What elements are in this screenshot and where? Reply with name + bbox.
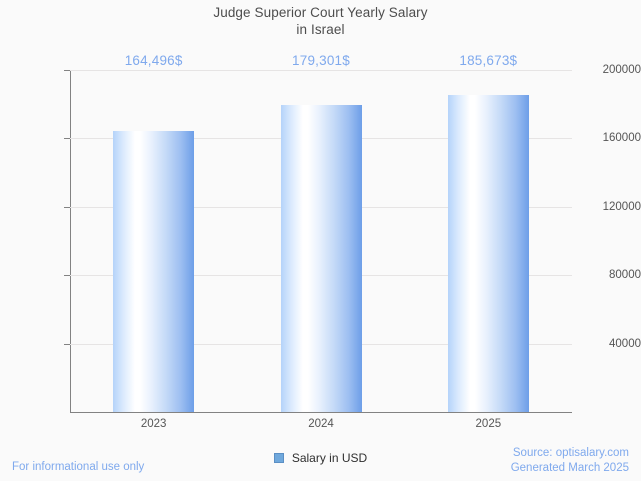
y-axis-tick-mark: [64, 275, 70, 277]
chart-title-line1: Judge Superior Court Yearly Salary: [213, 5, 428, 20]
chart-title: Judge Superior Court Yearly Salary in Is…: [0, 4, 641, 38]
source-text: Source: optisalary.com: [512, 447, 629, 459]
x-axis-tick-label: 2024: [308, 418, 334, 430]
source-attribution: Source: optisalary.com Generated March 2…: [511, 446, 629, 476]
chart-subtitle: in Israel: [296, 22, 345, 37]
y-axis-tick-label: 160000: [602, 132, 641, 145]
x-axis-tick-label: 2023: [140, 418, 167, 430]
x-axis-tick-label: 2025: [475, 418, 502, 430]
chart-legend: Salary in USD: [0, 451, 641, 465]
bar[interactable]: [280, 105, 362, 412]
bar-value-label: 179,301$: [292, 53, 350, 68]
bar-value-label: 185,673$: [459, 53, 518, 68]
generated-text: Generated March 2025: [510, 462, 629, 474]
plot-area: [70, 70, 572, 412]
y-axis-tick-mark: [64, 206, 70, 208]
y-axis-tick-label: 200000: [602, 64, 641, 76]
bar[interactable]: [113, 130, 195, 412]
legend-swatch-icon: [273, 453, 284, 463]
bar[interactable]: [447, 94, 529, 412]
gridline: [70, 70, 572, 71]
y-axis-tick-label: 120000: [602, 200, 641, 213]
y-axis-tick-mark: [64, 343, 70, 345]
y-axis-tick-label: 40000: [609, 337, 641, 350]
x-axis-line: [70, 412, 572, 413]
y-axis-tick-label: 80000: [609, 269, 641, 282]
bar-value-label: 164,496$: [124, 53, 183, 68]
disclaimer-text: For informational use only: [12, 461, 145, 473]
legend-item-label[interactable]: Salary in USD: [291, 451, 368, 465]
y-axis-line: [70, 70, 71, 413]
y-axis-tick-mark: [64, 70, 70, 71]
y-axis-tick-mark: [64, 138, 70, 140]
